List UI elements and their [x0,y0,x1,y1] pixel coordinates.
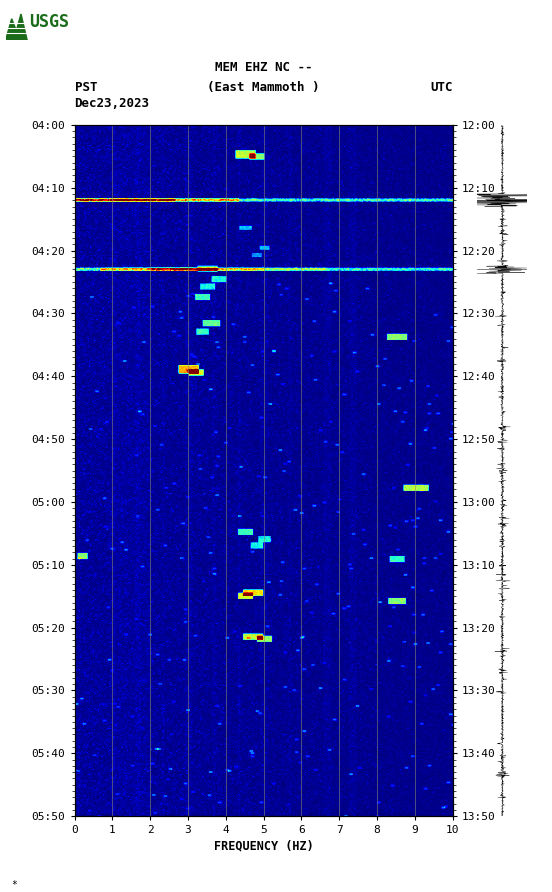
Text: USGS: USGS [29,13,68,31]
Text: Dec23,2023: Dec23,2023 [75,96,150,110]
Text: UTC: UTC [430,80,453,94]
Text: (East Mammoth ): (East Mammoth ) [208,80,320,94]
Text: MEM EHZ NC --: MEM EHZ NC -- [215,61,312,74]
Text: *: * [11,880,17,889]
Text: PST: PST [75,80,97,94]
Polygon shape [6,14,27,40]
X-axis label: FREQUENCY (HZ): FREQUENCY (HZ) [214,839,314,853]
